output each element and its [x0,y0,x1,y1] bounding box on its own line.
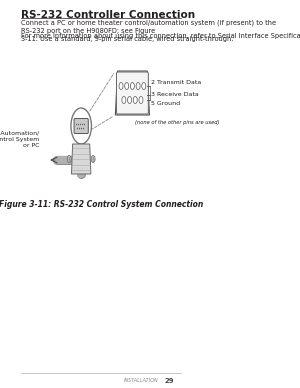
Circle shape [130,83,134,90]
Circle shape [80,124,81,125]
Circle shape [133,97,137,104]
Circle shape [139,97,143,104]
Circle shape [79,128,80,129]
Text: 5 Ground: 5 Ground [151,101,180,106]
Circle shape [81,128,82,129]
Circle shape [125,83,129,90]
Text: 3 Receive Data: 3 Receive Data [151,92,198,97]
Text: RS-232 Controller Connection: RS-232 Controller Connection [21,10,196,20]
Text: INSTALLATION: INSTALLATION [123,378,158,383]
Circle shape [128,97,132,104]
Circle shape [71,108,92,144]
FancyBboxPatch shape [116,72,148,114]
Circle shape [142,83,146,90]
Circle shape [76,124,77,125]
Circle shape [77,128,78,129]
Circle shape [67,156,71,163]
Text: 29: 29 [164,378,174,384]
Circle shape [84,124,85,125]
Circle shape [122,97,126,104]
Polygon shape [71,144,91,174]
Circle shape [136,83,140,90]
Text: 2 Transmit Data: 2 Transmit Data [151,80,201,85]
Circle shape [83,128,84,129]
Circle shape [91,156,95,163]
Text: (none of the other pins are used): (none of the other pins are used) [135,120,220,125]
FancyBboxPatch shape [74,118,88,133]
Circle shape [119,83,123,90]
Text: Connect a PC or home theater control/automation system (if present) to the RS-23: Connect a PC or home theater control/aut… [21,20,277,43]
Polygon shape [115,71,149,115]
Text: to Automation/
Control System
or PC: to Automation/ Control System or PC [0,131,40,148]
Text: Figure 3-11: RS-232 Control System Connection: Figure 3-11: RS-232 Control System Conne… [0,200,203,209]
Circle shape [78,124,79,125]
Circle shape [82,124,83,125]
Text: For more information about using this connection, refer to Serial Interface Spec: For more information about using this co… [21,33,300,39]
